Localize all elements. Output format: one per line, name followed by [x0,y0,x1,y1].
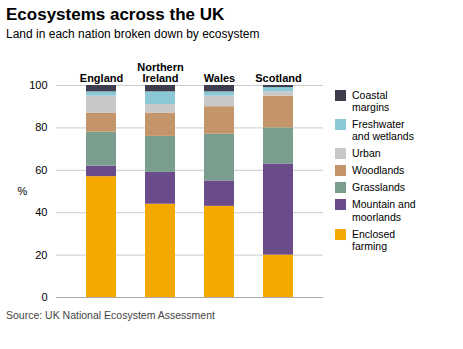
svg-text:Wales: Wales [204,72,235,84]
html-text:Grasslands: Grasslands [352,181,406,194]
html-text:Mountain and moorlands: Mountain and moorlands [352,198,416,223]
html-text:Woodlands: Woodlands [352,164,405,177]
html-text:Urban: Urban [352,147,381,160]
svg-text:80: 80 [35,121,47,133]
html-text:Source: UK National Ecosystem: Source: UK National Ecosystem Assessment [6,309,215,321]
svg-text:England: England [80,72,123,84]
html-text:Ecosystems across the UK: Ecosystems across the UK [6,5,225,24]
html-text:Coastal margins: Coastal margins [352,89,390,114]
svg-text:0: 0 [41,291,47,303]
html-text:Land in each nation broken dow: Land in each nation broken down by ecosy… [6,27,260,41]
html-text:Freshwater and wetlands: Freshwater and wetlands [352,118,414,143]
svg-text:100: 100 [29,79,47,91]
svg-text:Scotland: Scotland [255,72,301,84]
svg-text:40: 40 [35,206,47,218]
svg-text:20: 20 [35,249,47,261]
svg-text:NorthernIreland: NorthernIreland [137,61,184,84]
html-text:Enclosed farming: Enclosed farming [352,227,396,252]
svg-text:60: 60 [35,164,47,176]
svg-text:%: % [18,185,28,197]
